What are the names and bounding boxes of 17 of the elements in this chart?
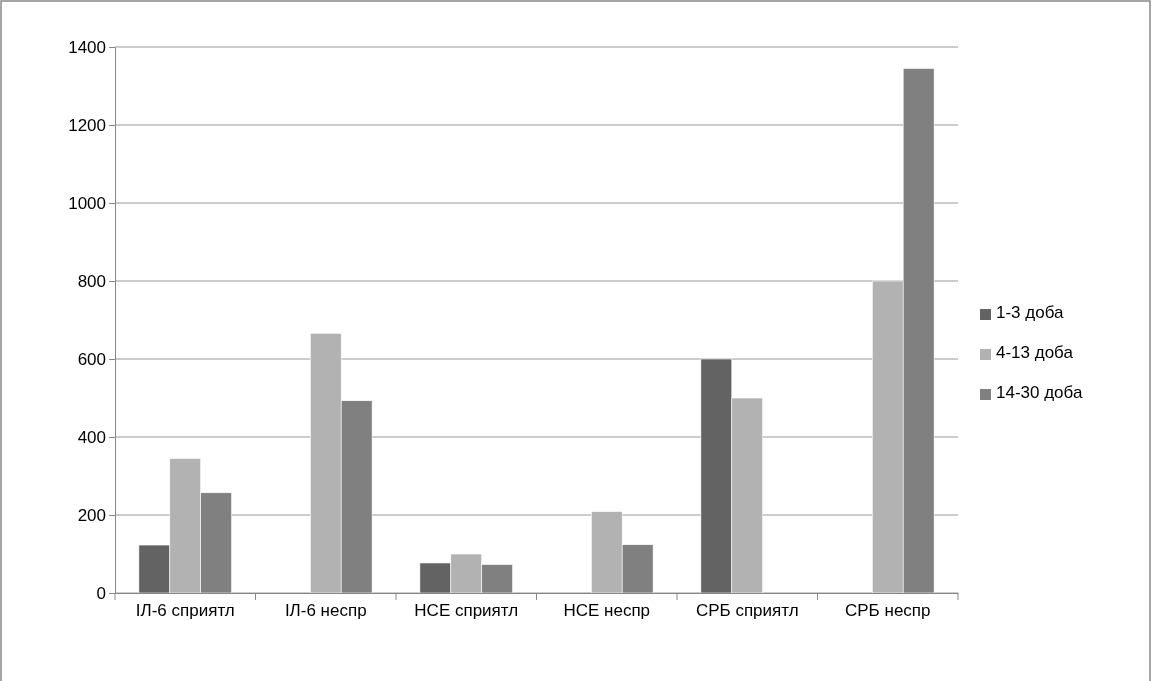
x-tick-label: НСЕ сприятл xyxy=(414,601,519,621)
y-tick-label: 0 xyxy=(96,583,106,603)
y-tick-label: 400 xyxy=(77,427,106,447)
x-tick-label: ІЛ-6 сприятл xyxy=(135,601,235,621)
y-tick-label: 1200 xyxy=(68,115,106,135)
x-tick-label: СРБ сприятл xyxy=(695,601,799,621)
x-tick-label: ІЛ-6 неспр xyxy=(284,601,367,621)
legend-label: 4-13 доба xyxy=(996,343,1074,362)
x-tick-label: НСЕ неспр xyxy=(563,601,651,621)
legend-label: 14-30 доба xyxy=(996,383,1083,402)
legend-label: 1-3 доба xyxy=(996,303,1065,322)
y-tick-label: 800 xyxy=(77,271,106,291)
y-tick-label: 600 xyxy=(77,349,106,369)
y-tick-label: 200 xyxy=(77,505,106,525)
y-tick-label: 1000 xyxy=(68,193,106,213)
x-tick-label: СРБ неспр xyxy=(845,601,931,621)
y-tick-label: 1400 xyxy=(68,37,106,57)
